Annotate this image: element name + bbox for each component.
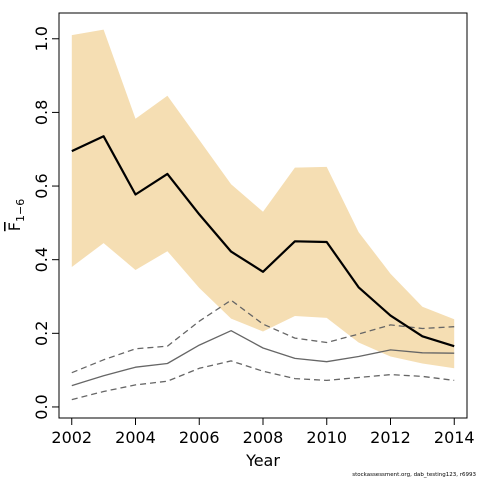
y-axis-title: F1−6 — [5, 199, 27, 231]
y-axis-title-main: F — [5, 222, 24, 231]
series-line-3 — [71, 299, 455, 374]
series-line-2 — [71, 330, 455, 387]
y-tick-label: 1.0 — [32, 26, 51, 51]
series-line-4 — [71, 360, 455, 401]
x-axis: 2002 2004 2006 2008 2010 2012 2014 — [51, 417, 475, 447]
x-tick-label: 2004 — [115, 428, 156, 447]
x-tick-label: 2010 — [306, 428, 347, 447]
y-tick-label: 0.4 — [32, 247, 51, 272]
y-tick-label: 0.0 — [32, 394, 51, 419]
x-tick-label: 2006 — [179, 428, 220, 447]
x-tick-label: 2014 — [434, 428, 475, 447]
footnote: stockassessment.org, dab_testing123, r69… — [352, 472, 476, 478]
confidence-band-layer — [71, 29, 455, 369]
y-tick-label: 0.8 — [32, 100, 51, 125]
x-axis-title: Year — [245, 451, 280, 470]
y-axis-title-subscript: 1−6 — [14, 199, 27, 222]
series-layer — [71, 135, 455, 401]
x-tick-label: 2008 — [243, 428, 284, 447]
y-axis: 0.0 0.2 0.4 0.6 0.8 1.0 — [32, 26, 60, 420]
series-line-1 — [71, 135, 455, 348]
x-tick-label: 2002 — [51, 428, 92, 447]
confidence-band — [71, 29, 455, 369]
svg-text:F1−6: F1−6 — [5, 199, 27, 231]
y-tick-label: 0.6 — [32, 173, 51, 198]
y-tick-label: 0.2 — [32, 321, 51, 346]
x-tick-label: 2012 — [370, 428, 411, 447]
